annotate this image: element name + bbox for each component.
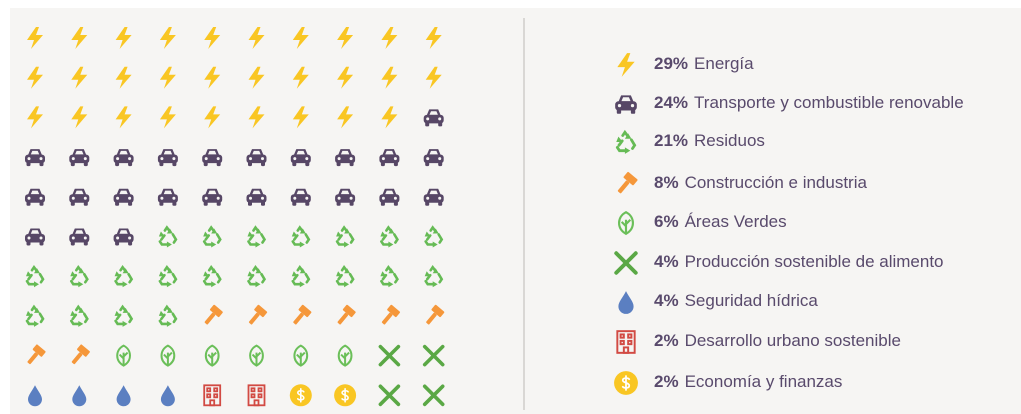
legend-name: Residuos [694, 131, 765, 150]
legend-label: 6% Áreas Verdes [654, 212, 787, 231]
legend-label: 24% Transporte y combustible renovable [654, 93, 964, 112]
legend-name: Construcción e industria [685, 173, 868, 192]
waffle-icon [288, 383, 313, 408]
legend-icon [613, 370, 639, 396]
panel [10, 8, 1021, 414]
legend-label: 2% Economía y finanzas [654, 372, 842, 391]
legend-name: Transporte y combustible renovable [694, 93, 964, 112]
legend-label: 29% Energía [654, 54, 754, 73]
legend-value: 24% [654, 93, 688, 112]
legend-value: 4% [654, 252, 679, 271]
legend-value: 8% [654, 173, 679, 192]
legend-value: 21% [654, 131, 688, 150]
legend-name: Seguridad hídrica [685, 291, 819, 310]
legend-name: Áreas Verdes [685, 212, 787, 231]
legend-label: 2% Desarrollo urbano sostenible [654, 331, 901, 350]
legend-name: Energía [694, 54, 754, 73]
legend-label: 4% Producción sostenible de alimento [654, 252, 944, 271]
legend-name: Producción sostenible de alimento [685, 252, 944, 271]
legend-name: Economía y finanzas [685, 372, 843, 391]
legend-value: 2% [654, 372, 679, 391]
legend-value: 6% [654, 212, 679, 231]
waffle-icon [333, 383, 357, 408]
legend-value: 29% [654, 54, 688, 73]
legend-label: 4% Seguridad hídrica [654, 291, 818, 310]
legend: 29% Energía 24% Transporte y combustible re… [613, 53, 964, 396]
legend-label: 8% Construcción e industria [654, 173, 867, 192]
legend-value: 2% [654, 331, 679, 350]
legend-name: Desarrollo urbano sostenible [685, 331, 901, 350]
legend-label: 21% Residuos [654, 131, 765, 150]
legend-value: 4% [654, 291, 679, 310]
